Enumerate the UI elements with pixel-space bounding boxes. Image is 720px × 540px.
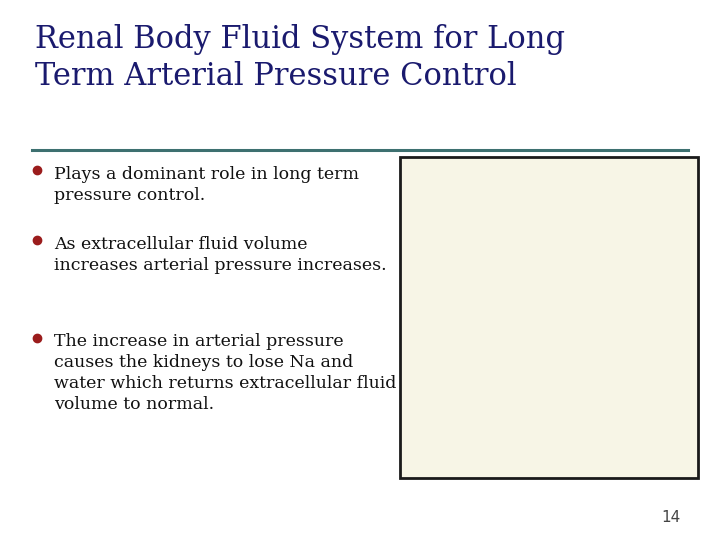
- Y-axis label: Arterial pressure
(mm Hg): Arterial pressure (mm Hg): [369, 391, 388, 455]
- Text: Plays a dominant role in long term
pressure control.: Plays a dominant role in long term press…: [54, 166, 359, 204]
- Text: 14: 14: [661, 510, 680, 525]
- Text: As extracellular fluid volume
increases arterial pressure increases.: As extracellular fluid volume increases …: [54, 236, 387, 274]
- Bar: [552, 467, 559, 470]
- Y-axis label: Urinary output
(ml/min): Urinary output (ml/min): [369, 288, 388, 345]
- Y-axis label: Cardiac output
(ml/min): Cardiac output (ml/min): [369, 181, 388, 239]
- Text: Renal Body Fluid System for Long
Term Arterial Pressure Control: Renal Body Fluid System for Long Term Ar…: [35, 24, 564, 92]
- Text: Infusion period→: Infusion period→: [445, 469, 497, 474]
- Bar: [400, 157, 698, 478]
- Text: The increase in arterial pressure
causes the kidneys to lose Na and
water which : The increase in arterial pressure causes…: [54, 333, 397, 413]
- X-axis label: Time (minutes): Time (minutes): [525, 486, 603, 495]
